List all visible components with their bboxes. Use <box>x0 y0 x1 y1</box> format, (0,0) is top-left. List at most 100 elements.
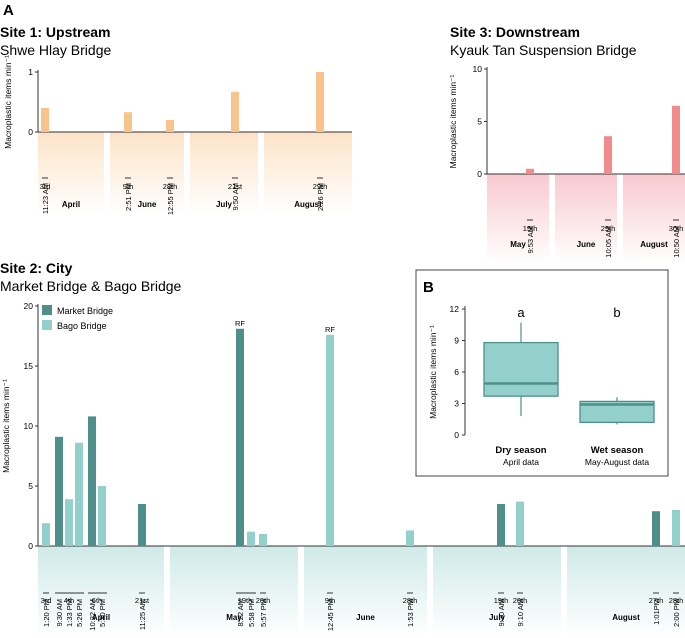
time-label: 12:55 PM <box>166 183 175 215</box>
data-bar <box>65 499 73 546</box>
day-label: 21st <box>228 182 243 191</box>
site2-legend: Market Bridge Bago Bridge <box>42 305 113 331</box>
y-tick-label: 15 <box>24 361 34 371</box>
day-label: 19th <box>238 596 253 605</box>
time-label: 9:53 AM <box>526 226 535 254</box>
time-label: 2:00 PM <box>672 599 681 627</box>
time-label: 5:57 PM <box>259 599 268 627</box>
day-label: 3rd <box>41 596 52 605</box>
site1-subtitle: Shwe Hlay Bridge <box>0 42 111 58</box>
month-background <box>555 174 617 264</box>
time-label: 1:20 PM <box>42 599 51 627</box>
time-label: 12:45 PM <box>326 599 335 631</box>
day-label: 20th <box>256 596 271 605</box>
panel-b-chart: 0 3 6 9 12 Macroplastic items min⁻¹ a Dry seaso… <box>428 304 655 467</box>
time-label: 5:58 PM <box>247 599 256 627</box>
data-bar <box>124 112 132 132</box>
time-label: 9:30 AM <box>497 599 506 627</box>
data-bar <box>247 531 255 546</box>
month-background <box>487 174 549 264</box>
data-bar <box>497 504 505 546</box>
site1-title: Site 1: Upstream <box>0 24 110 40</box>
day-label: 9th <box>123 182 133 191</box>
time-label: 5:26 PM <box>75 599 84 627</box>
data-bar <box>259 534 267 546</box>
day-label: 28th <box>163 182 178 191</box>
day-label: 3rd <box>40 182 51 191</box>
panel-b: B 0 3 6 9 12 Macroplastic items min⁻¹ a Dry sea… <box>415 269 669 477</box>
day-label: 20th <box>513 596 528 605</box>
site1-chart: April June July August 0 1 Macroplastic items … <box>3 55 352 215</box>
month-label: April <box>92 613 110 622</box>
panel-b-label: B <box>423 279 434 296</box>
data-bar <box>88 416 96 546</box>
month-background <box>623 174 685 264</box>
site2-subtitle: Market Bridge & Bago Bridge <box>0 278 182 294</box>
y-tick-label: 0 <box>454 430 459 440</box>
day-label: 19th <box>523 224 538 233</box>
time-label: 10:50 AM <box>672 226 681 258</box>
y-tick-label: 5 <box>477 117 482 127</box>
y-tick-label: 5 <box>28 481 33 491</box>
y-tick-label: 20 <box>24 301 34 311</box>
data-bar <box>138 504 146 546</box>
data-bar <box>42 523 50 546</box>
day-label: 29th <box>313 182 328 191</box>
site3-subtitle: Kyauk Tan Suspension Bridge <box>450 42 637 58</box>
time-label: 2:26 PM <box>316 183 325 211</box>
site3-chart: May June August 0 5 10 Macroplastic items min⁻… <box>448 64 685 264</box>
month-background <box>38 132 104 214</box>
day-label: 28th <box>669 596 684 605</box>
y-tick-label: 3 <box>454 399 459 409</box>
time-label: 1:33 PM <box>65 599 74 627</box>
time-label: 10:22 AM <box>88 599 97 631</box>
box-iqr <box>483 341 559 397</box>
y-tick-label: 1 <box>28 67 33 77</box>
y-axis-label: Macroplastic items min⁻¹ <box>1 379 11 473</box>
y-axis-label: Macroplastic items min⁻¹ <box>428 325 438 419</box>
legend-swatch-market <box>42 305 52 315</box>
time-label: 11:25 AM <box>138 599 147 630</box>
significance-letter: a <box>517 305 525 320</box>
data-bar <box>526 168 534 174</box>
legend-label-bago: Bago Bridge <box>57 321 107 331</box>
y-tick-label: 6 <box>454 367 459 377</box>
month-background <box>110 132 184 214</box>
day-label: 9th <box>325 596 335 605</box>
time-label: 10:05 AM <box>604 226 613 258</box>
month-background <box>567 546 685 636</box>
time-label: 9:50 AM <box>231 183 240 211</box>
month-label: May <box>226 613 242 622</box>
y-tick-label: 9 <box>454 336 459 346</box>
month-label: August <box>294 200 322 209</box>
data-bar <box>98 486 106 546</box>
y-axis-label: Macroplastic items min⁻¹ <box>3 55 13 149</box>
legend-label-market: Market Bridge <box>57 306 113 316</box>
data-bar <box>672 105 680 174</box>
category-sublabel: April data <box>503 457 539 467</box>
legend-swatch-bago <box>42 320 52 330</box>
day-label: 21st <box>135 596 150 605</box>
category-label: Dry season <box>495 445 546 456</box>
month-background <box>433 546 561 636</box>
data-bar <box>652 511 660 546</box>
data-bar <box>516 501 524 546</box>
significance-letter: b <box>613 305 620 320</box>
time-label: 1:01PM <box>652 599 661 625</box>
data-bar <box>236 328 244 546</box>
site3-title: Site 3: Downstream <box>450 24 580 40</box>
month-background <box>304 546 427 636</box>
box-iqr <box>579 400 655 424</box>
data-bar <box>316 72 324 132</box>
data-bar <box>231 91 239 132</box>
y-tick-label: 0 <box>28 541 33 551</box>
data-bar <box>604 136 612 174</box>
data-bar <box>75 442 83 546</box>
data-bar <box>406 530 414 546</box>
data-bar <box>55 436 63 546</box>
y-tick-label: 0 <box>477 169 482 179</box>
day-label: 6th <box>92 596 102 605</box>
time-label: 9:30 AM <box>55 599 64 627</box>
day-label: 19th <box>494 596 509 605</box>
